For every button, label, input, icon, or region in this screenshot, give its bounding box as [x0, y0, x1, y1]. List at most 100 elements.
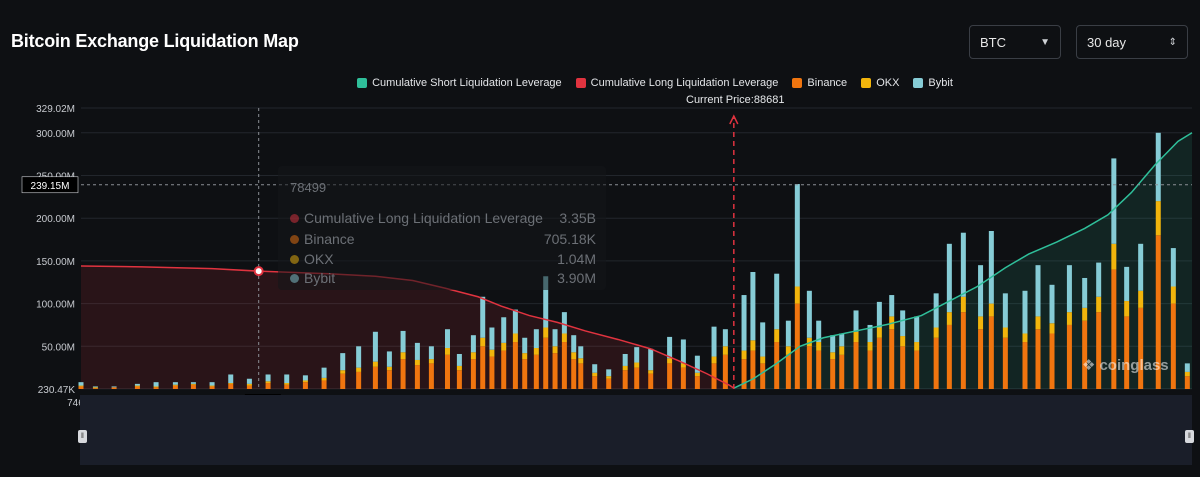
slider-handle-right[interactable]: ‖ — [1185, 430, 1194, 443]
bar-okx — [543, 327, 549, 338]
bar-okx — [1066, 312, 1072, 325]
bar-bybit — [414, 342, 420, 360]
bar-binance — [946, 324, 952, 389]
bar-binance — [876, 337, 882, 389]
bar-okx — [1049, 323, 1055, 334]
bar-bybit — [622, 353, 628, 366]
y-tick-label: 50.00M — [42, 342, 75, 353]
legend-item-short[interactable]: Cumulative Short Liquidation Leverage — [357, 77, 562, 89]
bar-okx — [711, 356, 717, 364]
bar-okx — [265, 381, 271, 384]
bar-binance — [284, 384, 290, 389]
y-tick-label: 200.00M — [36, 214, 75, 225]
bar-binance — [1049, 333, 1055, 389]
bar-binance — [667, 363, 673, 389]
bar-binance — [480, 346, 486, 389]
bar-okx — [1184, 371, 1190, 377]
tooltip-row: OKX 1.04M — [290, 251, 596, 267]
bar-bybit — [889, 295, 895, 317]
bar-binance — [1170, 303, 1176, 389]
bar-bybit — [512, 309, 518, 334]
bar-binance — [501, 350, 507, 389]
bar-okx — [228, 383, 234, 384]
bar-bybit — [853, 310, 859, 332]
legend-item-okx[interactable]: OKX — [861, 77, 899, 89]
bar-binance — [853, 342, 859, 389]
bar-bybit — [774, 273, 780, 330]
bar-bybit — [741, 295, 747, 351]
bar-binance — [340, 373, 346, 389]
bar-binance — [634, 367, 640, 389]
bar-okx — [1155, 201, 1161, 236]
bar-binance — [209, 386, 215, 389]
watermark: ❖ coinglass — [1082, 356, 1169, 375]
slider-handle-left[interactable]: ‖ — [78, 430, 87, 443]
legend-label: Cumulative Short Liquidation Leverage — [372, 77, 562, 89]
bar-binance — [265, 383, 271, 389]
bar-binance — [78, 386, 84, 389]
bar-bybit — [284, 374, 290, 384]
zoom-slider[interactable]: ‖ ‖ — [78, 395, 1194, 465]
bar-bybit — [1022, 290, 1028, 334]
crosshair-y-label-bg — [21, 176, 79, 194]
bar-binance — [1184, 376, 1190, 389]
bar-okx — [988, 303, 994, 317]
bar-binance — [774, 342, 780, 389]
bar-bybit — [1170, 248, 1176, 287]
bar-okx — [533, 348, 539, 355]
bar-bybit — [1002, 293, 1008, 328]
bar-okx — [428, 359, 434, 364]
bar-okx — [372, 361, 378, 367]
bar-okx — [760, 356, 766, 364]
bar-bybit — [552, 329, 558, 347]
bar-binance — [470, 359, 476, 389]
coin-select[interactable]: BTC ▼ — [969, 25, 1061, 59]
bar-bybit — [960, 232, 966, 297]
bar-binance — [914, 350, 920, 389]
page-title: Bitcoin Exchange Liquidation Map — [11, 31, 299, 51]
bar-binance — [988, 316, 994, 389]
chart-legend: Cumulative Short Liquidation Leverage Cu… — [0, 77, 1200, 89]
bar-binance — [694, 376, 700, 389]
legend-item-bybit[interactable]: Bybit — [913, 77, 953, 89]
bar-bybit — [533, 329, 539, 349]
bar-bybit — [372, 331, 378, 362]
bar-bybit — [444, 329, 450, 349]
hover-point — [253, 266, 264, 277]
bar-okx — [1111, 243, 1117, 270]
bar-binance — [1022, 342, 1028, 389]
bar-okx — [622, 365, 628, 371]
y-tick-label: 150.00M — [36, 257, 75, 268]
tooltip-value: 705.18K — [543, 231, 596, 247]
bar-okx — [816, 342, 822, 351]
bar-okx — [302, 380, 308, 383]
bar-binance — [356, 371, 362, 389]
bar-okx — [946, 312, 952, 325]
bar-bybit — [356, 346, 362, 368]
bar-binance — [830, 359, 836, 389]
bar-binance — [900, 346, 906, 389]
bar-bybit — [172, 382, 178, 385]
bar-bybit — [1082, 277, 1088, 308]
bar-okx — [92, 387, 98, 389]
bar-binance — [172, 385, 178, 389]
bar-okx — [284, 383, 290, 385]
chart-tooltip: 78499 Cumulative Long Liquidation Levera… — [278, 166, 606, 290]
legend-item-long[interactable]: Cumulative Long Liquidation Leverage — [575, 77, 778, 89]
bar-binance — [794, 303, 800, 389]
bar-binance — [806, 346, 812, 389]
bar-okx — [876, 327, 882, 338]
bar-bybit — [914, 316, 920, 343]
bar-binance — [1138, 307, 1144, 389]
bar-okx — [694, 372, 700, 377]
bar-bybit — [867, 324, 873, 343]
bar-binance — [889, 329, 895, 389]
legend-item-binance[interactable]: Binance — [792, 77, 847, 89]
bar-binance — [321, 380, 327, 389]
bar-binance — [816, 350, 822, 389]
tooltip-row: Binance 705.18K — [290, 231, 596, 247]
bar-bybit — [543, 276, 549, 328]
range-select[interactable]: 30 day ⇕ — [1076, 25, 1188, 59]
bar-okx — [552, 346, 558, 354]
bar-binance — [750, 350, 756, 389]
